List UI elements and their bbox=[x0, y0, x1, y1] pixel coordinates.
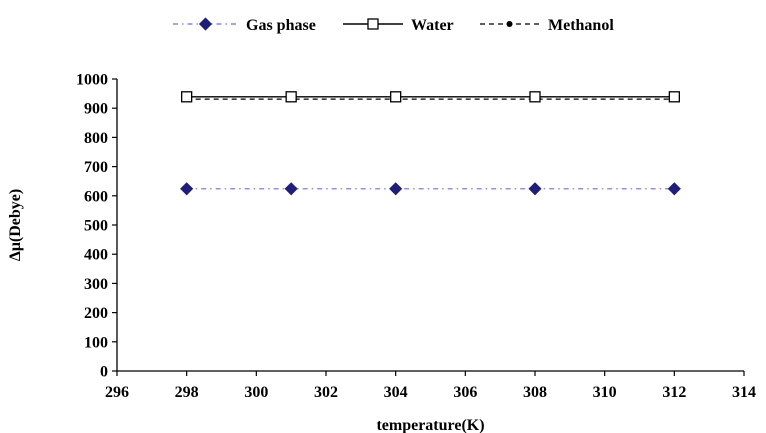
y-tick-label: 900 bbox=[84, 101, 108, 118]
x-tick-label: 304 bbox=[384, 384, 408, 401]
y-axis-title: Δμ(Debye) bbox=[7, 189, 24, 261]
x-tick-label: 308 bbox=[523, 384, 547, 401]
y-tick-label: 0 bbox=[100, 364, 108, 381]
y-tick-label: 200 bbox=[84, 305, 108, 322]
gas-phase-point bbox=[667, 182, 681, 196]
legend-marker-methanol bbox=[506, 21, 513, 27]
y-ticks: 0 100 200 300 400 500 600 700 800 900 1000 bbox=[76, 72, 117, 381]
gas-phase-point bbox=[180, 182, 194, 196]
plot-area: 0 100 200 300 400 500 600 700 800 900 1000 296 298 3… bbox=[76, 72, 756, 402]
x-tick-label: 300 bbox=[244, 384, 268, 401]
series-group bbox=[180, 91, 681, 196]
gas-phase-point bbox=[389, 182, 403, 196]
x-tick-label: 312 bbox=[662, 384, 686, 401]
water-point bbox=[285, 91, 297, 103]
water-point bbox=[668, 91, 680, 103]
gas-phase-point bbox=[284, 182, 298, 196]
x-tick-label: 310 bbox=[593, 384, 617, 401]
legend-marker-gas-phase bbox=[198, 17, 213, 31]
y-tick-label: 300 bbox=[84, 276, 108, 293]
x-axis-title: temperature(K) bbox=[376, 417, 484, 433]
y-tick-label: 1000 bbox=[76, 72, 108, 89]
water-point bbox=[390, 91, 402, 103]
water-series bbox=[181, 91, 680, 103]
y-tick-label: 400 bbox=[84, 247, 108, 264]
legend-label-water: Water bbox=[411, 17, 454, 34]
x-tick-label: 314 bbox=[732, 384, 756, 401]
legend-item-water: Water bbox=[343, 17, 454, 34]
water-point bbox=[529, 91, 541, 103]
legend-item-gas-phase: Gas phase bbox=[173, 17, 316, 34]
x-tick-label: 302 bbox=[314, 384, 338, 401]
x-tick-label: 306 bbox=[453, 384, 477, 401]
x-tick-label: 296 bbox=[105, 384, 129, 401]
legend-item-methanol: Methanol bbox=[480, 17, 614, 34]
water-point bbox=[181, 91, 193, 103]
y-tick-label: 600 bbox=[84, 188, 108, 205]
legend: Gas phase Water Methanol bbox=[173, 17, 614, 34]
gas-phase-point bbox=[528, 182, 542, 196]
y-tick-label: 500 bbox=[84, 218, 108, 235]
legend-label-gas-phase: Gas phase bbox=[246, 17, 316, 34]
y-tick-label: 100 bbox=[84, 334, 108, 351]
x-tick-label: 298 bbox=[175, 384, 199, 401]
gas-phase-series bbox=[180, 182, 681, 196]
y-tick-label: 800 bbox=[84, 130, 108, 147]
legend-label-methanol: Methanol bbox=[548, 17, 614, 34]
legend-marker-water bbox=[367, 18, 379, 30]
y-tick-label: 700 bbox=[84, 159, 108, 176]
x-ticks: 296 298 300 302 304 306 308 310 312 314 bbox=[105, 371, 756, 401]
